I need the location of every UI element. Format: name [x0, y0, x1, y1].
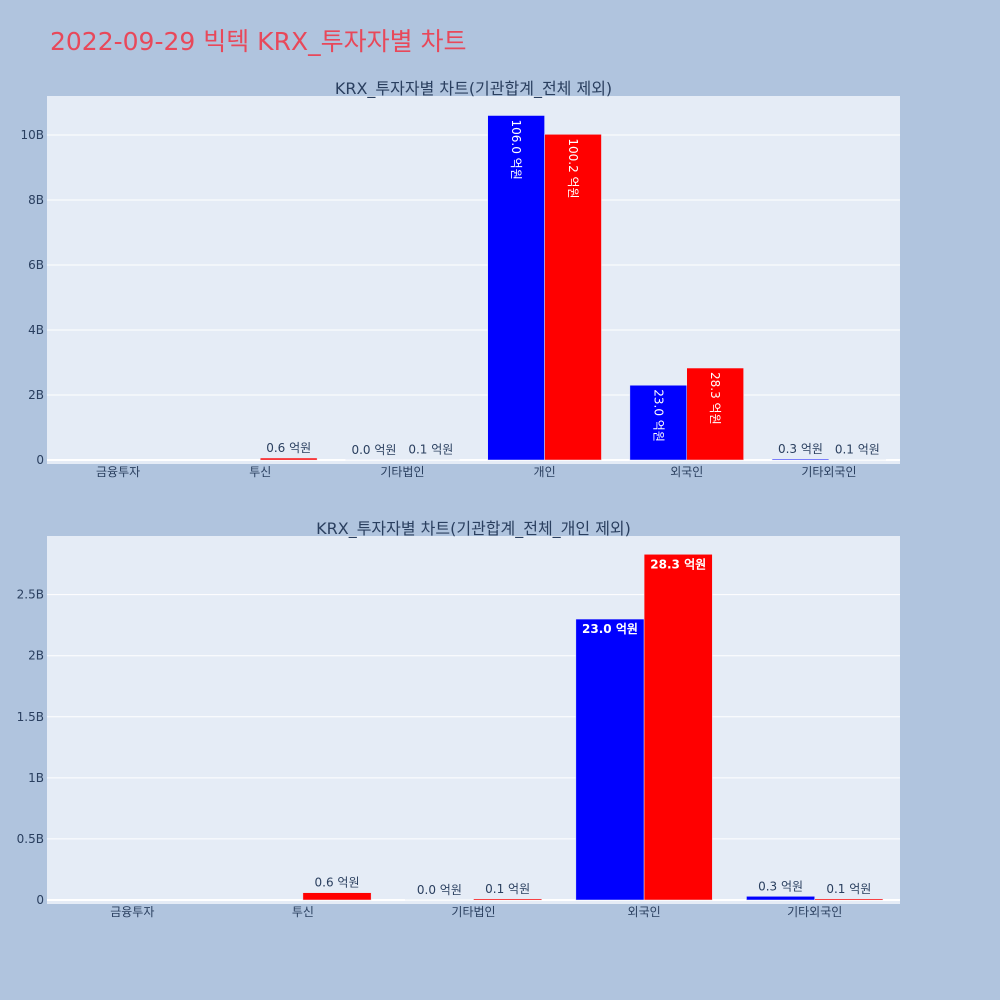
- plot-area: [47, 96, 900, 464]
- x-tick-label: 금융투자: [96, 465, 140, 479]
- data-label: 28.3 억원: [708, 372, 722, 425]
- bar: [771, 458, 830, 461]
- x-tick-label: 기타법인: [380, 465, 424, 479]
- bar: [302, 892, 372, 901]
- data-label: 106.0 억원: [509, 120, 523, 180]
- y-tick-label: 1B: [28, 771, 44, 785]
- data-label: 0.1 억원: [826, 882, 871, 896]
- data-label: 0.1 억원: [485, 882, 530, 896]
- chart-title: KRX_투자자별 차트(기관합계_전체_개인 제외): [316, 519, 631, 539]
- data-label: 0.6 억원: [315, 876, 360, 890]
- data-label: 23.0 억원: [582, 622, 638, 636]
- bar: [629, 385, 688, 461]
- bar: [746, 896, 815, 901]
- y-tick-label: 0.5B: [17, 832, 44, 846]
- y-tick-label: 8B: [28, 193, 44, 207]
- data-label: 0.6 억원: [266, 441, 311, 455]
- x-tick-label: 기타외국인: [787, 905, 842, 919]
- bar: [473, 898, 542, 901]
- y-tick-label: 2B: [28, 388, 44, 402]
- data-label: 100.2 억원: [566, 138, 580, 198]
- x-tick-label: 기타법인: [451, 905, 495, 919]
- y-tick-label: 4B: [28, 323, 44, 337]
- data-label: 0.0 억원: [351, 443, 396, 457]
- x-tick-label: 외국인: [670, 465, 703, 479]
- plot-area: [47, 536, 900, 904]
- data-label: 28.3 억원: [650, 557, 706, 571]
- bar: [643, 554, 713, 901]
- x-tick-label: 금융투자: [110, 905, 154, 919]
- data-label: 0.3 억원: [778, 442, 823, 456]
- y-tick-label: 10B: [20, 128, 44, 142]
- data-label: 23.0 억원: [651, 389, 665, 442]
- y-tick-label: 6B: [28, 258, 44, 272]
- data-label: 0.1 억원: [408, 443, 453, 457]
- bar: [575, 618, 645, 901]
- data-label: 0.3 억원: [758, 879, 803, 893]
- x-tick-label: 기타외국인: [801, 465, 856, 479]
- chart-title: KRX_투자자별 차트(기관합계_전체 제외): [335, 79, 612, 99]
- x-tick-label: 투신: [249, 465, 271, 479]
- page-title: 2022-09-29 빅텍 KRX_투자자별 차트: [50, 27, 467, 56]
- x-tick-label: 외국인: [628, 905, 661, 919]
- y-tick-label: 2B: [28, 649, 44, 663]
- bar: [260, 457, 318, 461]
- chart-2: KRX_투자자별 차트(기관합계_전체_개인 제외) 0 0.5B 1B 1.5B 2B 2…: [17, 519, 900, 919]
- y-tick-label: 0: [36, 893, 44, 907]
- bar: [814, 898, 884, 901]
- x-tick-label: 개인: [534, 465, 556, 479]
- data-label: 0.0 억원: [417, 883, 462, 897]
- y-tick-label: 0: [36, 453, 44, 467]
- x-tick-label: 투신: [292, 905, 314, 919]
- bar: [686, 367, 744, 461]
- y-tick-label: 2.5B: [17, 588, 44, 602]
- chart-1: KRX_투자자별 차트(기관합계_전체 제외) 0 2B 4B 6B 8B 10B 금융투자 투…: [20, 79, 900, 479]
- bar: [544, 134, 602, 461]
- data-label: 0.1 억원: [835, 443, 880, 457]
- y-tick-label: 1.5B: [17, 710, 44, 724]
